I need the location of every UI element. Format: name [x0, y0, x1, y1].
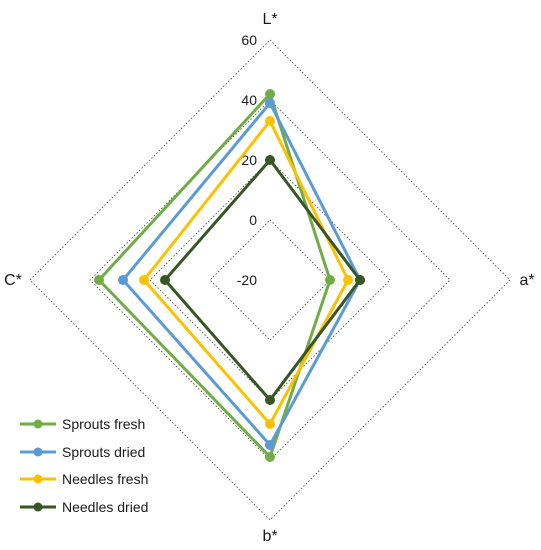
- series-group: [94, 89, 365, 462]
- data-point-sprouts-fresh-0: [265, 89, 275, 99]
- legend-item-needles-fresh: Needles fresh: [20, 471, 148, 487]
- axis-label-a: a*: [519, 272, 534, 289]
- grid-ring-0: [209, 219, 331, 341]
- legend-marker-needles-dried: [33, 502, 43, 512]
- data-point-needles-dried-2: [265, 395, 275, 405]
- tick-label-40: 40: [241, 92, 257, 108]
- grid-ring-60: [29, 39, 511, 521]
- data-point-needles-fresh-2: [265, 419, 275, 429]
- tick-label-20: 20: [241, 152, 257, 168]
- data-point-needles-dried-0: [265, 155, 275, 165]
- tick-label-0: 0: [249, 212, 257, 228]
- legend-marker-needles-fresh: [33, 474, 43, 484]
- legend-item-sprouts-fresh: Sprouts fresh: [20, 416, 145, 432]
- legend-marker-sprouts-dried: [33, 447, 43, 457]
- legend: Sprouts fresh Sprouts dried Needles fres…: [20, 416, 148, 515]
- legend-label-needles-fresh: Needles fresh: [62, 471, 148, 487]
- data-point-sprouts-fresh-2: [265, 452, 275, 462]
- axis-label-b: b*: [262, 528, 277, 545]
- tick-label-minus-20: -20: [237, 272, 257, 288]
- data-point-needles-dried-1: [355, 275, 365, 285]
- legend-label-needles-dried: Needles dried: [62, 499, 148, 515]
- data-point-needles-dried-3: [160, 275, 170, 285]
- data-point-sprouts-fresh-1: [325, 275, 335, 285]
- legend-marker-sprouts-fresh: [33, 419, 43, 429]
- axis-label-l: L*: [262, 11, 277, 28]
- legend-label-sprouts-fresh: Sprouts fresh: [62, 416, 145, 432]
- data-point-needles-fresh-0: [265, 116, 275, 126]
- data-point-needles-fresh-3: [139, 275, 149, 285]
- tick-label-60: 60: [241, 32, 257, 48]
- legend-label-sprouts-dried: Sprouts dried: [62, 444, 145, 460]
- data-point-sprouts-dried-2: [265, 440, 275, 450]
- legend-item-needles-dried: Needles dried: [20, 499, 148, 515]
- data-point-needles-fresh-1: [343, 275, 353, 285]
- radar-grid: [29, 39, 511, 521]
- series-line-sprouts-fresh: [97, 92, 332, 459]
- axis-label-c: C*: [4, 272, 22, 289]
- grid-ring-20: [149, 159, 391, 401]
- data-point-sprouts-fresh-3: [94, 275, 104, 285]
- data-point-sprouts-dried-0: [265, 98, 275, 108]
- data-point-sprouts-dried-3: [118, 275, 128, 285]
- legend-item-sprouts-dried: Sprouts dried: [20, 444, 145, 460]
